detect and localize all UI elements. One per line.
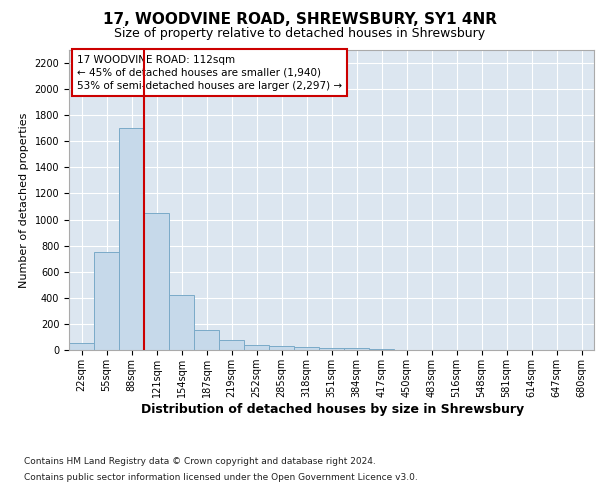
Bar [119,128,144,350]
Bar [169,295,194,350]
Bar [319,348,344,350]
Text: Distribution of detached houses by size in Shrewsbury: Distribution of detached houses by size … [142,402,524,415]
Text: Size of property relative to detached houses in Shrewsbury: Size of property relative to detached ho… [115,28,485,40]
Bar [144,213,169,350]
Text: 17, WOODVINE ROAD, SHREWSBURY, SY1 4NR: 17, WOODVINE ROAD, SHREWSBURY, SY1 4NR [103,12,497,28]
Bar [194,330,219,350]
Bar [244,345,269,350]
Text: Contains public sector information licensed under the Open Government Licence v3: Contains public sector information licen… [24,472,418,482]
Bar [369,348,394,350]
Bar [344,348,369,350]
Text: 17 WOODVINE ROAD: 112sqm
← 45% of detached houses are smaller (1,940)
53% of sem: 17 WOODVINE ROAD: 112sqm ← 45% of detach… [77,54,342,91]
Bar [219,340,244,350]
Bar [94,252,119,350]
Y-axis label: Number of detached properties: Number of detached properties [19,112,29,288]
Bar [294,348,319,350]
Bar [69,344,94,350]
Text: Contains HM Land Registry data © Crown copyright and database right 2024.: Contains HM Land Registry data © Crown c… [24,458,376,466]
Bar [269,346,294,350]
